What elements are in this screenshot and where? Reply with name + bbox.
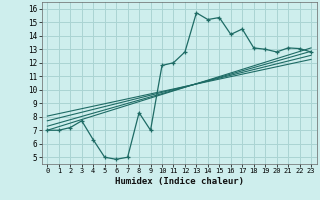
X-axis label: Humidex (Indice chaleur): Humidex (Indice chaleur) xyxy=(115,177,244,186)
